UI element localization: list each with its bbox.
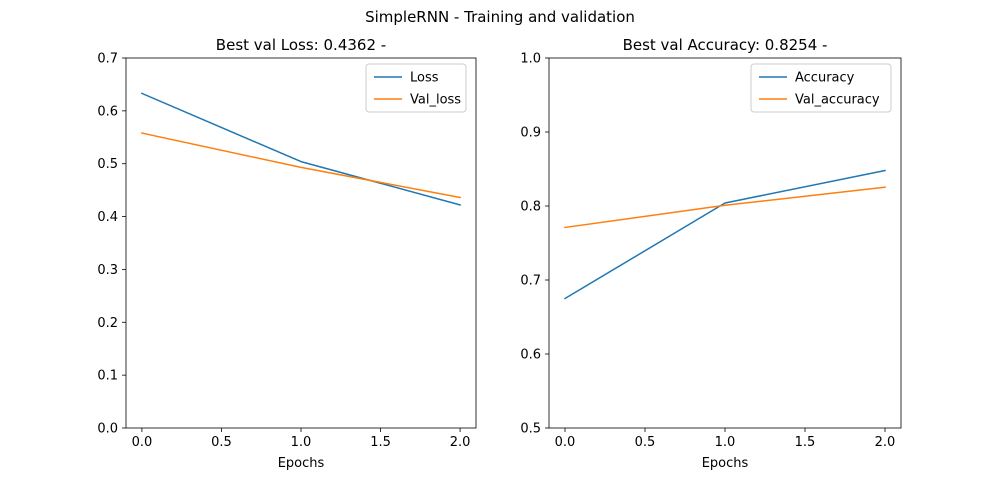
subplots-container: Best val Loss: 0.4362 - 0.0 0.5 1.0 1.5 2.0 Ep…	[97, 36, 902, 471]
legend-label: Val_loss	[410, 93, 461, 108]
x-axis: 0.0 0.5 1.0 1.5 2.0 Epochs	[555, 428, 896, 471]
x-tick-label: 0.0	[555, 435, 576, 450]
y-tick-label: 0.6	[520, 348, 541, 363]
series-lines	[563, 169, 886, 300]
x-tick-label: 0.5	[211, 435, 232, 450]
plot-frame	[125, 57, 477, 429]
y-tick-label: 0.1	[97, 369, 118, 384]
x-tick-label: 1.0	[291, 435, 312, 450]
subplot-title: Best val Accuracy: 0.8254 -	[623, 36, 828, 54]
y-tick-label: 1.0	[520, 52, 541, 67]
x-axis: 0.0 0.5 1.0 1.5 2.0 Epochs	[132, 428, 471, 471]
y-tick-label: 0.5	[97, 157, 118, 172]
y-tick-label: 0.3	[97, 263, 118, 278]
x-tick-label: 2.0	[450, 435, 471, 450]
legend-box	[750, 63, 892, 113]
y-tick-label: 0.7	[520, 274, 541, 289]
x-axis-label: Epochs	[702, 456, 749, 471]
y-tick-label: 0.2	[97, 316, 118, 331]
series-line-accuracy	[563, 169, 886, 300]
x-tick-label: 0.0	[132, 435, 153, 450]
legend-box	[365, 63, 467, 113]
series-lines	[140, 92, 462, 206]
plot-frame	[548, 57, 902, 429]
y-tick-label: 0.7	[97, 52, 118, 67]
legend-label: Accuracy	[795, 71, 855, 86]
series-line-val_loss	[141, 132, 461, 199]
legend-label: Val_accuracy	[795, 93, 880, 108]
figure-suptitle: SimpleRNN - Training and validation	[365, 8, 635, 26]
legend: Accuracy Val_accuracy	[750, 63, 892, 113]
y-tick-label: 0.9	[520, 126, 541, 141]
y-tick-label: 0.0	[97, 422, 118, 437]
x-tick-label: 2.0	[875, 435, 896, 450]
y-tick-label: 0.4	[97, 210, 118, 225]
legend: Loss Val_loss	[365, 63, 467, 113]
x-axis-label: Epochs	[278, 456, 325, 471]
y-tick-label: 0.5	[520, 422, 541, 437]
series-line-val_accuracy	[564, 186, 886, 229]
x-tick-label: 1.0	[715, 435, 736, 450]
subplot-loss: Best val Loss: 0.4362 - 0.0 0.5 1.0 1.5 2.0 Ep…	[97, 36, 477, 471]
y-tick-label: 0.6	[97, 104, 118, 119]
x-tick-label: 1.5	[795, 435, 816, 450]
series-line-loss	[140, 92, 462, 206]
y-tick-label: 0.8	[520, 200, 541, 215]
y-axis: 0.0 0.1 0.2 0.3 0.4 0.5 0.6 0.7	[97, 52, 126, 437]
subplot-title: Best val Loss: 0.4362 -	[216, 36, 386, 54]
legend-label: Loss	[410, 71, 439, 86]
x-tick-label: 0.5	[635, 435, 656, 450]
y-axis: 0.5 0.6 0.7 0.8 0.9 1.0	[520, 52, 549, 437]
subplot-accuracy: Best val Accuracy: 0.8254 - 0.0 0.5 1.0 1.5 2…	[520, 36, 902, 471]
x-tick-label: 1.5	[370, 435, 391, 450]
